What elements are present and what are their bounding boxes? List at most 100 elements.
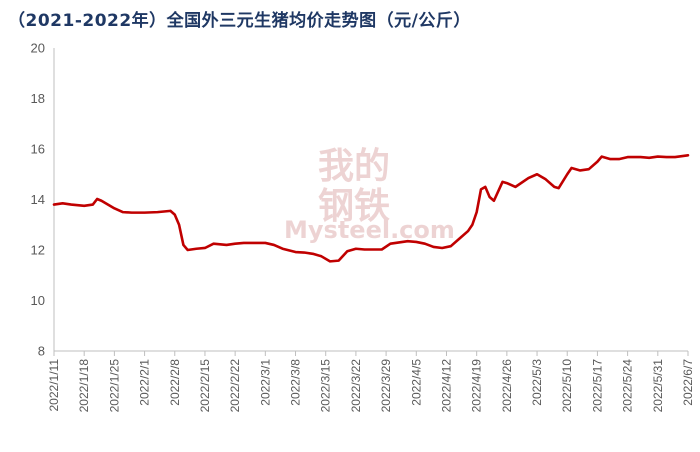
y-tick-label: 8 bbox=[38, 344, 45, 359]
data-point bbox=[514, 185, 517, 188]
data-point bbox=[70, 203, 73, 206]
data-point bbox=[566, 173, 569, 176]
x-tick-label: 2022/4/26 bbox=[500, 359, 514, 413]
data-point bbox=[122, 211, 124, 214]
x-tick-label: 2022/4/12 bbox=[439, 359, 453, 413]
series-layer bbox=[52, 154, 690, 263]
y-tick-label: 12 bbox=[31, 243, 45, 258]
data-point bbox=[96, 198, 99, 200]
data-point bbox=[329, 260, 331, 263]
x-axis: 2022/1/11 2022/1/18 2022/1/25 2022/2/1 2022/… bbox=[47, 350, 695, 413]
data-point bbox=[398, 241, 400, 244]
data-point bbox=[264, 242, 267, 244]
data-point bbox=[467, 230, 469, 232]
x-tick-label: 2022/1/11 bbox=[47, 359, 61, 412]
data-point bbox=[484, 185, 487, 188]
data-point bbox=[570, 167, 573, 169]
data-point bbox=[389, 242, 392, 245]
data-point bbox=[480, 188, 482, 191]
watermark-line3: Mysteel.com bbox=[284, 216, 455, 244]
x-tick-label: 2022/3/8 bbox=[289, 359, 303, 406]
x-tick-label: 2022/3/1 bbox=[258, 359, 272, 406]
x-tick-label: 2022/4/19 bbox=[470, 359, 484, 413]
data-point bbox=[169, 209, 172, 212]
data-point bbox=[320, 255, 323, 258]
data-point bbox=[186, 249, 189, 251]
data-point bbox=[553, 185, 556, 188]
data-point bbox=[432, 246, 435, 248]
x-tick-label: 2022/4/5 bbox=[409, 359, 423, 406]
data-point bbox=[587, 168, 590, 171]
data-point bbox=[674, 156, 676, 158]
data-point bbox=[544, 178, 547, 181]
data-point bbox=[182, 244, 185, 246]
data-point bbox=[609, 158, 612, 161]
data-point bbox=[234, 242, 237, 245]
y-tick-label: 20 bbox=[31, 41, 45, 56]
data-point bbox=[527, 177, 530, 179]
data-point bbox=[130, 211, 133, 214]
data-point bbox=[536, 173, 538, 176]
data-point bbox=[626, 156, 629, 158]
data-point bbox=[273, 244, 275, 246]
data-point bbox=[505, 182, 508, 184]
data-point bbox=[665, 156, 668, 158]
data-point bbox=[113, 207, 116, 210]
x-tick-label: 2022/6/7 bbox=[681, 359, 695, 406]
data-point bbox=[596, 160, 599, 163]
data-point bbox=[225, 244, 228, 246]
x-tick-label: 2022/2/15 bbox=[198, 359, 212, 413]
data-point bbox=[501, 180, 504, 183]
y-tick-label: 14 bbox=[31, 192, 45, 207]
x-tick-label: 2022/5/24 bbox=[621, 359, 635, 413]
data-point bbox=[255, 242, 258, 244]
data-point bbox=[618, 158, 620, 161]
data-point bbox=[656, 155, 659, 158]
x-tick-label: 2022/5/31 bbox=[651, 359, 665, 413]
data-point bbox=[91, 203, 94, 206]
data-point bbox=[195, 247, 198, 250]
data-point bbox=[83, 204, 86, 207]
data-point bbox=[204, 247, 206, 249]
data-point bbox=[648, 156, 651, 159]
data-point bbox=[380, 248, 383, 251]
data-point bbox=[372, 248, 375, 251]
x-tick-label: 2022/2/22 bbox=[228, 359, 242, 413]
x-tick-label: 2022/2/1 bbox=[138, 359, 152, 406]
y-axis: 8 10 12 14 16 18 20 bbox=[31, 41, 55, 359]
data-point bbox=[281, 247, 284, 250]
data-point bbox=[488, 196, 491, 198]
watermark-line2: 钢铁 bbox=[318, 186, 390, 227]
x-tick-label: 2022/3/22 bbox=[349, 359, 363, 413]
watermark-logo: 我的 钢铁 Mysteel.com bbox=[284, 146, 455, 244]
data-point bbox=[600, 155, 603, 158]
data-point bbox=[639, 156, 642, 158]
data-point bbox=[363, 248, 366, 251]
x-tick-label: 2022/3/15 bbox=[319, 359, 333, 413]
data-point bbox=[557, 187, 560, 190]
y-tick-label: 18 bbox=[31, 91, 45, 106]
watermark-line1: 我的 bbox=[318, 146, 390, 187]
data-point bbox=[53, 203, 55, 206]
data-point bbox=[458, 237, 461, 240]
data-point bbox=[294, 251, 297, 253]
data-point bbox=[303, 251, 306, 254]
data-point bbox=[475, 211, 478, 214]
data-point bbox=[311, 252, 314, 255]
data-point bbox=[687, 154, 689, 157]
data-point bbox=[212, 242, 215, 245]
x-tick-label: 2022/5/17 bbox=[590, 359, 604, 413]
data-point bbox=[415, 241, 418, 243]
data-point bbox=[406, 240, 409, 243]
data-point bbox=[61, 202, 64, 205]
data-point bbox=[493, 199, 495, 202]
data-point bbox=[156, 211, 159, 214]
data-point bbox=[346, 250, 349, 253]
data-point bbox=[178, 223, 180, 226]
x-tick-label: 2022/1/25 bbox=[107, 359, 121, 413]
x-tick-label: 2022/1/18 bbox=[77, 359, 91, 413]
x-tick-label: 2022/3/29 bbox=[379, 359, 393, 413]
data-point bbox=[449, 245, 452, 248]
x-tick-label: 2022/5/10 bbox=[560, 359, 574, 413]
